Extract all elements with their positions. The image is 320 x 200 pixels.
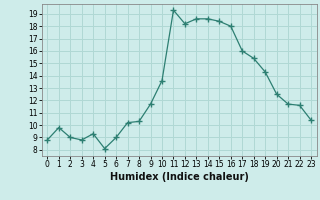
X-axis label: Humidex (Indice chaleur): Humidex (Indice chaleur) [110,172,249,182]
